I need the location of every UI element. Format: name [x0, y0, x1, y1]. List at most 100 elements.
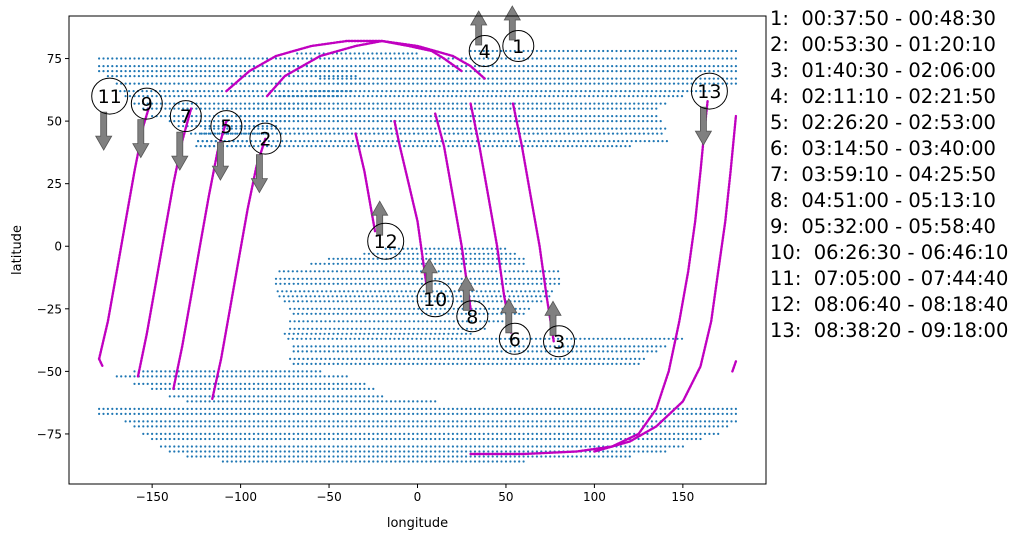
land-point — [376, 82, 379, 85]
land-point — [442, 362, 446, 365]
land-point — [510, 132, 513, 135]
land-point — [496, 145, 499, 148]
land-point — [407, 82, 410, 85]
land-point — [322, 295, 325, 298]
land-point — [420, 450, 423, 453]
land-point — [633, 102, 636, 105]
land-point — [243, 120, 247, 123]
land-point — [322, 337, 325, 340]
land-point — [380, 95, 383, 98]
land-point — [699, 407, 702, 410]
land-point — [305, 120, 308, 123]
land-point — [238, 90, 241, 93]
land-point — [531, 455, 534, 458]
land-point — [376, 77, 379, 80]
land-point — [261, 70, 264, 73]
land-point — [408, 320, 411, 323]
land-point — [159, 75, 163, 78]
land-point — [504, 127, 508, 130]
land-point — [310, 450, 313, 453]
land-point — [535, 350, 539, 353]
land-point — [446, 337, 449, 340]
land-point — [420, 460, 423, 463]
land-point — [664, 445, 667, 448]
land-point — [293, 307, 296, 310]
land-point — [133, 425, 136, 428]
land-point — [297, 120, 300, 123]
land-point — [213, 95, 216, 98]
land-point — [274, 57, 278, 60]
land-point — [230, 455, 233, 458]
land-point — [429, 445, 432, 448]
land-point — [146, 65, 149, 68]
land-point — [407, 332, 410, 335]
land-point — [434, 257, 437, 260]
land-point — [151, 102, 154, 105]
land-point — [151, 375, 154, 378]
land-point — [350, 420, 353, 423]
land-point — [677, 437, 680, 441]
land-point — [657, 140, 660, 143]
land-point — [553, 82, 556, 85]
land-point — [288, 332, 291, 335]
land-point — [588, 407, 592, 410]
land-point — [588, 362, 592, 365]
land-point — [319, 57, 322, 60]
land-point — [288, 300, 291, 303]
land-point — [721, 412, 724, 415]
land-point — [297, 395, 300, 398]
track-line — [469, 102, 513, 335]
land-point — [513, 445, 516, 448]
land-point — [345, 420, 348, 423]
land-point — [355, 357, 358, 360]
land-point — [381, 252, 384, 255]
pass-circle — [91, 77, 129, 115]
land-point — [650, 450, 654, 453]
land-point — [397, 337, 400, 340]
land-point — [398, 450, 401, 453]
land-point — [190, 432, 193, 435]
land-point — [399, 132, 402, 135]
land-point — [642, 445, 645, 448]
land-point — [611, 127, 614, 130]
land-point — [319, 455, 322, 458]
land-point — [539, 270, 542, 273]
land-point — [343, 140, 346, 143]
land-point — [668, 445, 671, 448]
land-point — [450, 95, 454, 98]
land-point — [549, 77, 552, 80]
land-point — [319, 345, 322, 348]
land-point — [235, 407, 238, 410]
pass-circle — [690, 72, 728, 110]
land-point — [354, 437, 357, 441]
land-point — [292, 450, 295, 453]
land-point — [212, 90, 215, 93]
land-point — [226, 82, 229, 85]
land-point — [363, 65, 366, 68]
land-point — [522, 57, 525, 60]
land-point — [585, 357, 588, 360]
land-point — [367, 57, 370, 60]
land-point — [319, 425, 322, 428]
legend-entry: 8: 04:51:00 - 05:13:10 — [770, 189, 996, 212]
land-point — [292, 107, 295, 110]
land-point — [544, 77, 547, 80]
land-point — [429, 332, 432, 335]
land-point — [229, 132, 232, 135]
land-point — [385, 350, 388, 353]
land-point — [611, 77, 614, 80]
land-point — [381, 102, 384, 105]
land-point — [531, 115, 534, 118]
land-point — [412, 65, 415, 68]
land-point — [509, 420, 512, 423]
land-point — [429, 120, 432, 123]
land-point — [407, 412, 410, 415]
land-point — [508, 95, 511, 98]
land-point — [574, 337, 577, 340]
land-point — [575, 127, 578, 130]
land-point — [358, 82, 362, 85]
land-point — [257, 382, 260, 385]
land-point — [703, 420, 707, 423]
land-point — [633, 90, 636, 93]
land-point — [438, 450, 441, 453]
